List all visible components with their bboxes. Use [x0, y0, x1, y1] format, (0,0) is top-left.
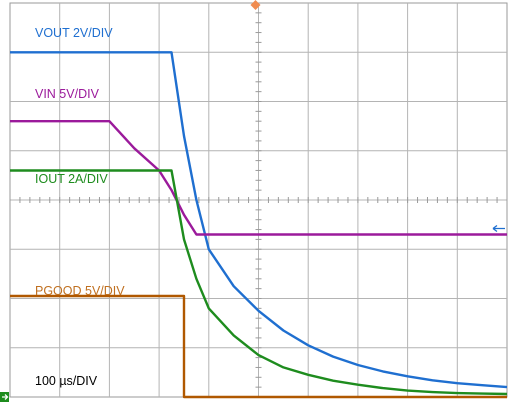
- trigger-marker-icon: [250, 0, 261, 10]
- trace-vin: [10, 120, 507, 236]
- trace-iout: [10, 169, 508, 396]
- timebase-label: 100 µs/DIV: [35, 374, 98, 388]
- trace-vout: [10, 51, 508, 389]
- ground-marker-arrow-icon: [2, 394, 9, 400]
- trace-pgood: [10, 294, 507, 399]
- series-label-iout: IOUT 2A/DIV: [35, 172, 108, 186]
- series-label-vout: VOUT 2V/DIV: [35, 26, 113, 40]
- traces: [10, 51, 508, 399]
- series-label-pgood: PGOOD 5V/DIV: [35, 284, 125, 298]
- series-label-vin: VIN 5V/DIV: [35, 87, 100, 101]
- trigger-level-arrow-icon: [492, 224, 505, 232]
